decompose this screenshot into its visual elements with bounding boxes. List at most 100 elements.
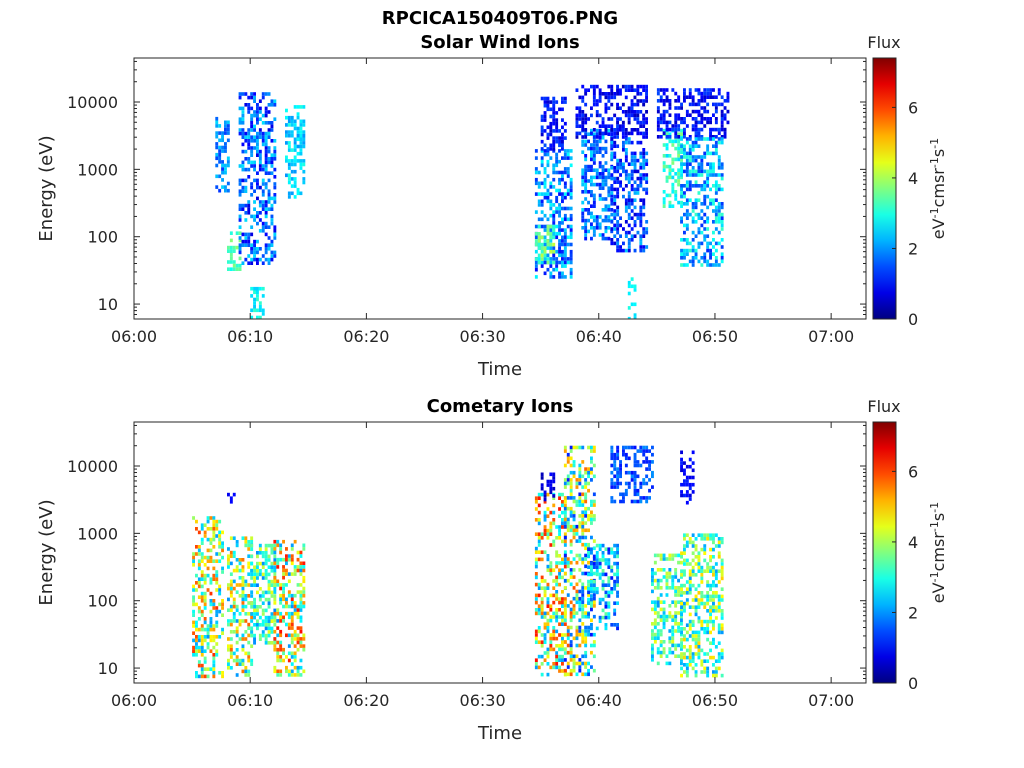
flux-cell xyxy=(616,88,619,92)
flux-cell xyxy=(613,202,617,206)
flux-cell xyxy=(616,223,620,228)
flux-cell xyxy=(258,211,262,215)
flux-cell xyxy=(258,106,262,111)
flux-cell xyxy=(680,493,683,498)
flux-cell xyxy=(250,547,254,551)
flux-cell xyxy=(717,230,721,235)
flux-cell xyxy=(581,532,585,536)
flux-cell xyxy=(543,590,547,594)
flux-cell xyxy=(241,185,245,190)
flux-cell xyxy=(546,199,550,204)
flux-cell xyxy=(563,633,567,637)
flux-cell xyxy=(192,588,195,592)
flux-cell xyxy=(552,510,556,515)
flux-cell xyxy=(680,191,683,195)
flux-cell xyxy=(534,264,538,268)
flux-cell xyxy=(200,624,204,628)
flux-cell xyxy=(299,572,303,576)
flux-cell xyxy=(680,162,683,166)
flux-cell xyxy=(587,597,590,602)
flux-cell xyxy=(555,224,559,229)
flux-cell xyxy=(592,499,596,504)
flux-cell xyxy=(651,632,654,637)
flux-cell xyxy=(691,565,695,570)
flux-cell xyxy=(540,586,544,590)
flux-cell xyxy=(680,601,683,606)
flux-cell xyxy=(706,241,710,246)
flux-cell xyxy=(694,587,698,591)
flux-cell xyxy=(685,162,689,166)
flux-cell xyxy=(674,629,678,633)
flux-cell xyxy=(293,123,297,127)
flux-cell xyxy=(700,95,704,99)
flux-cell xyxy=(270,590,274,595)
flux-cell xyxy=(287,173,291,178)
flux-cell xyxy=(587,625,590,630)
flux-cell xyxy=(267,587,271,591)
flux-cell xyxy=(595,146,599,151)
flux-cell xyxy=(540,550,544,554)
flux-cell xyxy=(688,158,692,163)
flux-cell xyxy=(555,235,559,240)
flux-cell xyxy=(685,475,689,480)
flux-cell xyxy=(691,259,695,264)
flux-cell xyxy=(221,145,224,150)
colorbar-title: Flux xyxy=(867,397,900,416)
flux-cell xyxy=(575,131,579,136)
flux-cell xyxy=(534,564,538,569)
flux-cell xyxy=(627,113,631,118)
flux-cell xyxy=(537,532,541,536)
flux-cell xyxy=(700,594,704,599)
flux-cell xyxy=(598,597,602,602)
flux-cell xyxy=(566,517,570,522)
flux-cell xyxy=(680,106,683,110)
flux-cell xyxy=(537,626,541,630)
flux-cell xyxy=(604,110,608,114)
flux-cell xyxy=(264,561,268,566)
flux-cell xyxy=(671,618,675,622)
flux-cell xyxy=(624,95,628,100)
flux-cell xyxy=(645,481,649,486)
flux-cell xyxy=(700,117,704,121)
flux-cell xyxy=(572,463,576,468)
flux-cell xyxy=(558,532,561,536)
flux-cell xyxy=(285,568,288,573)
flux-cell xyxy=(273,200,277,204)
flux-cell xyxy=(703,124,707,128)
flux-cell xyxy=(250,139,254,143)
flux-cell xyxy=(581,672,585,677)
flux-cell xyxy=(598,128,602,133)
flux-cell xyxy=(662,568,666,572)
flux-cell xyxy=(273,543,277,548)
flux-cell xyxy=(613,623,617,627)
flux-cell xyxy=(244,543,248,548)
flux-cell xyxy=(691,468,695,473)
flux-cell xyxy=(270,583,274,587)
flux-cell xyxy=(691,184,695,188)
flux-cell xyxy=(685,591,689,595)
flux-cell xyxy=(253,576,256,580)
flux-cell xyxy=(697,645,701,649)
flux-cell xyxy=(232,619,236,623)
flux-cell xyxy=(584,190,588,194)
flux-cell xyxy=(293,126,297,131)
flux-cell xyxy=(656,661,660,666)
flux-cell xyxy=(256,569,259,573)
flux-cell xyxy=(709,648,712,653)
flux-cell xyxy=(630,140,634,145)
flux-cell xyxy=(659,629,663,633)
flux-cell xyxy=(639,155,643,159)
flux-cell xyxy=(290,601,294,605)
flux-cell xyxy=(633,316,637,319)
flux-cell xyxy=(215,523,219,527)
flux-cell xyxy=(235,540,239,544)
flux-cell xyxy=(688,113,692,117)
flux-cell xyxy=(293,611,297,616)
flux-cell xyxy=(218,671,222,675)
flux-cell xyxy=(651,650,654,655)
flux-cell xyxy=(665,578,669,583)
flux-cell xyxy=(276,633,280,638)
flux-cell xyxy=(677,168,681,172)
flux-cell xyxy=(200,663,204,668)
flux-cell xyxy=(575,636,579,641)
